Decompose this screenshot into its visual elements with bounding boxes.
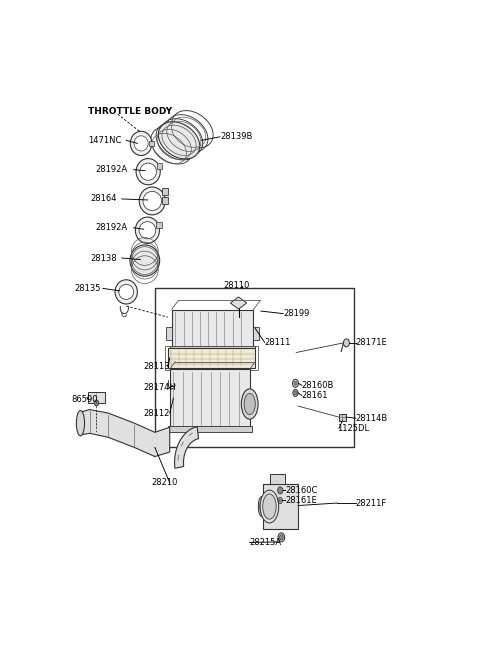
Polygon shape [230,297,247,309]
Text: 28161E: 28161E [285,496,317,505]
Ellipse shape [139,222,156,239]
Text: 1125DL: 1125DL [337,424,369,433]
Bar [155,289,354,447]
Circle shape [294,381,297,385]
Text: 28111: 28111 [264,338,291,347]
Ellipse shape [115,279,137,304]
Circle shape [279,535,283,540]
Circle shape [94,400,99,406]
Bar [88,392,105,403]
Circle shape [294,391,297,395]
Circle shape [293,390,298,396]
Bar [156,222,162,228]
Text: 28112: 28112 [144,409,170,418]
Ellipse shape [76,411,84,436]
Circle shape [278,533,285,542]
Text: 28139B: 28139B [220,133,252,141]
Ellipse shape [263,494,276,519]
Text: 28192A: 28192A [96,165,128,174]
Text: 28164: 28164 [91,194,118,203]
Bar [157,163,162,169]
Text: 28171E: 28171E [356,338,387,348]
Ellipse shape [130,245,160,276]
Bar [149,141,154,146]
Polygon shape [81,409,170,457]
Bar [162,197,168,204]
Text: 28192A: 28192A [96,223,128,232]
Circle shape [292,379,299,387]
Bar [339,414,346,420]
Ellipse shape [158,122,200,159]
Text: 28210: 28210 [151,478,178,487]
Ellipse shape [241,389,258,419]
Ellipse shape [130,131,152,155]
Bar [165,346,258,370]
Text: 28215A: 28215A [250,538,282,547]
Ellipse shape [260,490,279,523]
Ellipse shape [135,217,159,243]
Bar [166,327,172,340]
Bar [162,188,168,195]
Text: 28160C: 28160C [285,486,317,495]
Text: 1471NC: 1471NC [88,136,121,145]
Text: 28160B: 28160B [302,381,334,390]
Bar [253,327,259,340]
Ellipse shape [258,497,266,517]
Ellipse shape [119,284,133,299]
Text: 28161: 28161 [302,391,328,400]
Text: 28110: 28110 [224,281,250,291]
Ellipse shape [244,394,255,415]
Text: THROTTLE BODY: THROTTLE BODY [88,107,172,116]
Text: 28211F: 28211F [356,499,387,508]
Bar [168,348,255,367]
Ellipse shape [136,159,160,185]
Ellipse shape [139,187,165,215]
Bar [170,346,255,352]
Circle shape [279,499,281,502]
Bar [172,310,253,348]
Ellipse shape [260,500,264,513]
Ellipse shape [134,136,148,151]
Ellipse shape [143,192,162,211]
Text: 28114B: 28114B [356,414,388,422]
Ellipse shape [140,163,156,180]
Text: 28174H: 28174H [144,383,177,392]
Text: 28135: 28135 [75,284,101,293]
Text: 28138: 28138 [91,253,118,262]
Text: 86590: 86590 [71,395,97,404]
Polygon shape [175,426,199,468]
Bar [168,426,252,432]
Bar [170,369,250,427]
Circle shape [344,339,349,347]
Text: 28199: 28199 [283,309,310,318]
Text: 28113: 28113 [144,362,170,371]
Circle shape [277,487,283,494]
Bar [270,474,285,484]
Bar [263,484,298,529]
